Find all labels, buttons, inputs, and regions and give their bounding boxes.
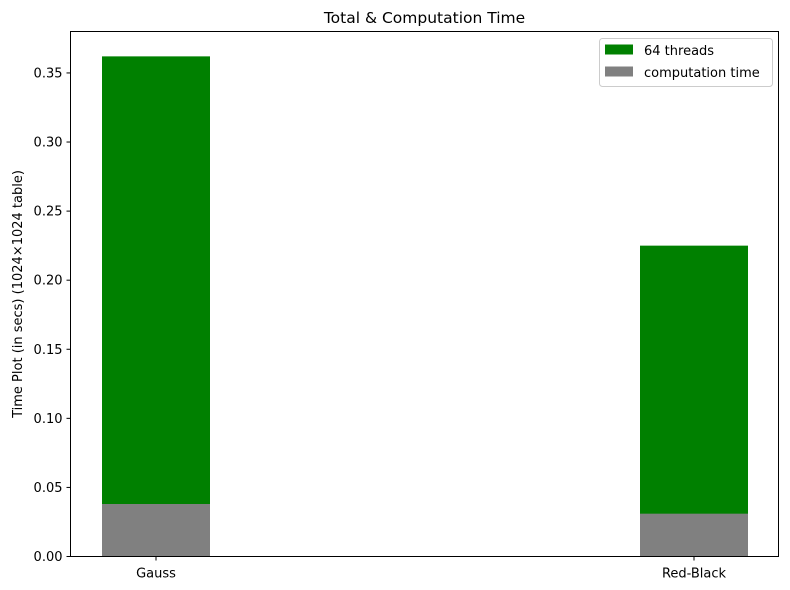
y-tick-label: 0.25 [34, 205, 63, 220]
x-tick-label-red-black: Red-Black [662, 567, 727, 582]
bar-64-threads-red-black [640, 245, 748, 557]
x-axis-ticks: Gauss Red-Black [136, 556, 727, 582]
legend-label-64-threads: 64 threads [644, 44, 714, 59]
y-tick-label: 0.00 [34, 550, 63, 565]
legend-label-computation-time: computation time [644, 66, 760, 81]
y-tick-label: 0.35 [34, 66, 63, 81]
y-tick-label: 0.15 [34, 343, 63, 358]
y-tick-label: 0.20 [34, 274, 63, 289]
x-tick-label-gauss: Gauss [136, 567, 176, 582]
y-tick-label: 0.30 [34, 136, 63, 151]
bar-64-threads-gauss [102, 56, 210, 557]
y-tick-label: 0.10 [34, 412, 63, 427]
y-tick-label: 0.05 [34, 481, 63, 496]
legend-swatch-64-threads [605, 44, 633, 55]
bar-computation-time-red-black [640, 513, 748, 557]
y-axis-ticks: 0.00 0.05 0.10 0.15 0.20 0.25 0.30 0.35 [34, 66, 71, 565]
legend: 64 threads computation time [599, 38, 773, 87]
legend-swatch-computation-time [605, 66, 633, 77]
bars-group [102, 56, 748, 557]
legend-box [599, 38, 773, 87]
bar-computation-time-gauss [102, 504, 210, 557]
y-axis-label: Time Plot (in secs) (1024×1024 table) [11, 170, 26, 419]
plot-area-frame [70, 31, 779, 557]
chart-title: Total & Computation Time [323, 9, 525, 27]
